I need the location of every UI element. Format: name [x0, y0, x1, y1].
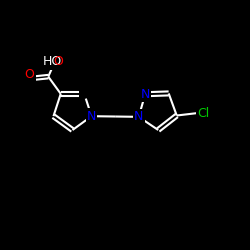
Text: HO: HO	[42, 56, 62, 68]
Text: Cl: Cl	[197, 106, 209, 120]
Text: N: N	[87, 110, 96, 123]
Text: N: N	[134, 110, 143, 123]
Text: O: O	[25, 68, 34, 81]
Text: N: N	[140, 88, 150, 101]
Text: O: O	[54, 56, 63, 68]
